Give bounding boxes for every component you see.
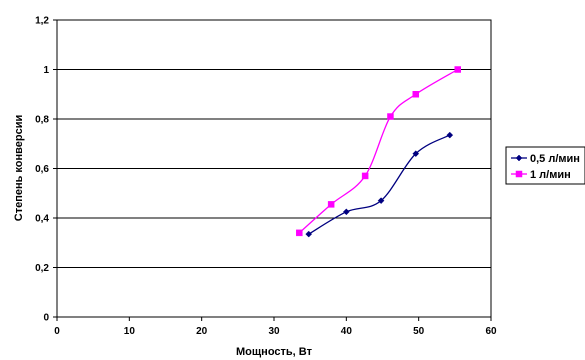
data-point — [327, 201, 335, 208]
x-tick-label: 40 — [341, 326, 353, 337]
gridlines — [57, 69, 491, 268]
data-point — [377, 197, 385, 205]
data-point — [296, 229, 303, 237]
series-layer — [296, 66, 461, 238]
y-tick-label: 0,8 — [35, 115, 49, 126]
y-tick-label: 1 — [43, 65, 49, 76]
data-point — [454, 66, 461, 73]
data-point — [412, 91, 420, 98]
x-tick-label: 60 — [485, 326, 497, 337]
x-axis-ticks: 0 10 20 30 40 50 60 — [54, 317, 497, 337]
x-tick-label: 50 — [413, 326, 425, 337]
y-tick-label: 0 — [43, 313, 49, 324]
legend-label: 1 л/мин — [530, 169, 571, 181]
legend-marker — [515, 170, 523, 178]
x-tick-label: 0 — [54, 326, 60, 337]
x-tick-label: 30 — [268, 326, 280, 337]
legend-item: 0,5 л/мин — [511, 153, 580, 165]
legend-label: 0,5 л/мин — [530, 153, 580, 165]
series-2 — [296, 66, 461, 237]
x-axis-title: Мощность, Вт — [236, 346, 313, 358]
y-axis-title: Степень конверсии — [13, 115, 25, 222]
data-point — [387, 113, 394, 120]
series-1 — [305, 131, 454, 238]
y-tick-label: 1,2 — [35, 16, 49, 27]
legend-item: 1 л/мин — [511, 169, 571, 181]
x-tick-label: 20 — [196, 326, 208, 337]
data-point — [305, 230, 313, 238]
data-point — [342, 208, 350, 216]
x-tick-label: 10 — [124, 326, 136, 337]
legend-marker — [515, 154, 523, 162]
data-point — [361, 172, 369, 180]
data-point — [412, 150, 420, 158]
y-axis-ticks: 0 0,2 0,4 0,6 0,8 1 1,2 — [35, 16, 57, 324]
legend: 0,5 л/мин 1 л/мин — [505, 146, 585, 185]
legend-box — [505, 146, 585, 185]
y-tick-label: 0,2 — [35, 263, 49, 274]
y-tick-label: 0,6 — [35, 164, 49, 175]
data-point — [446, 131, 454, 139]
y-tick-label: 0,4 — [35, 214, 49, 225]
